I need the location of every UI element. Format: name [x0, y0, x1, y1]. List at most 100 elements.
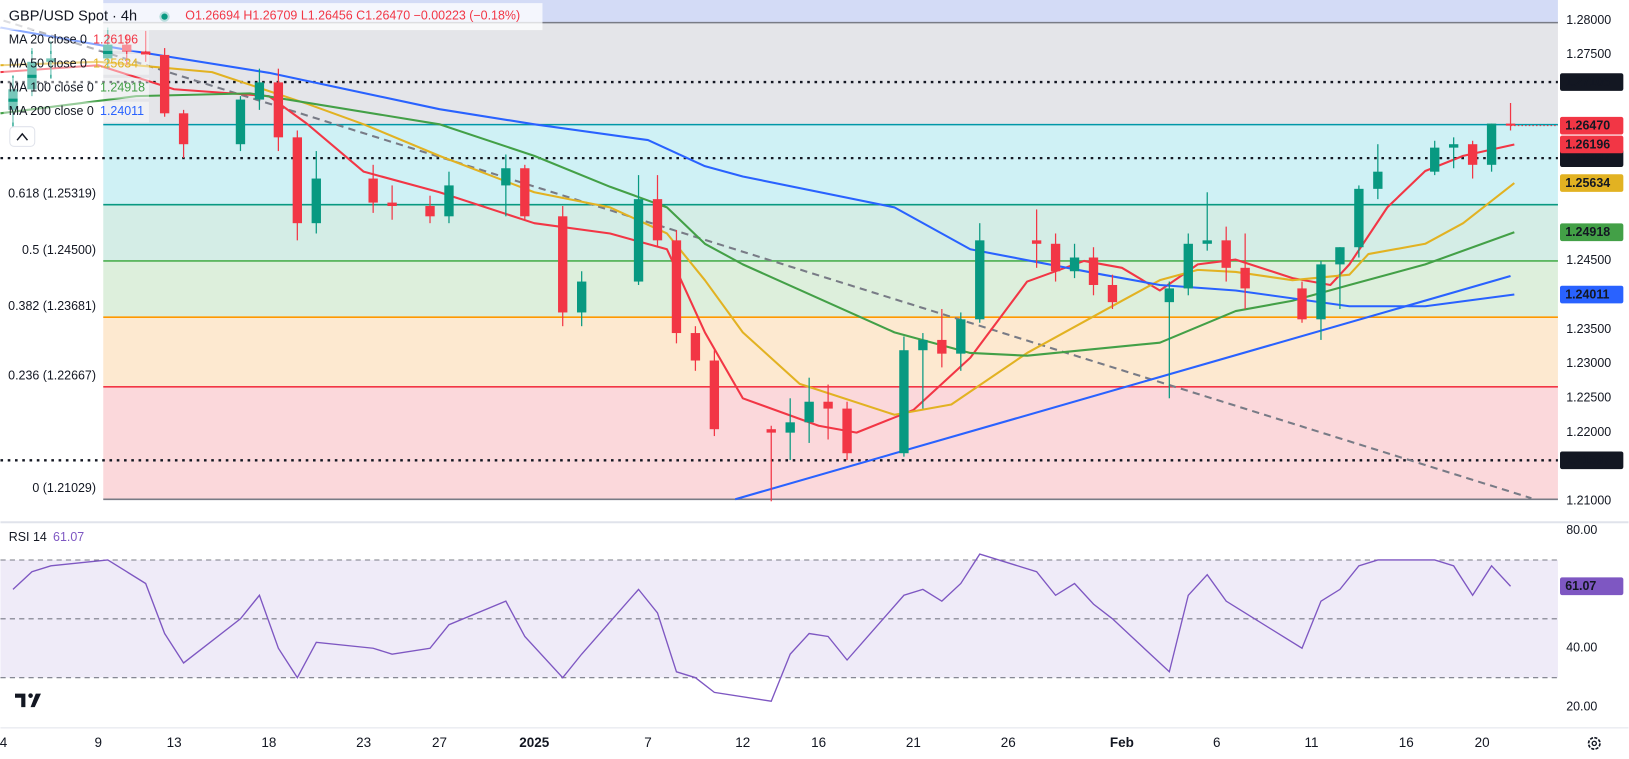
time-axis-label: 27 — [432, 735, 447, 750]
candle-body — [1088, 257, 1099, 285]
time-axis-label: 26 — [1001, 735, 1016, 750]
rsi-legend-title: RSI 14 — [9, 530, 47, 544]
moving-average-line — [0, 60, 1515, 416]
candle-body — [1467, 144, 1478, 165]
price-axis-label: 1.22000 — [1566, 425, 1611, 439]
candle-body — [1448, 144, 1459, 148]
ma-tag-background — [1560, 135, 1624, 154]
ma-tag: 1.26196 — [1565, 137, 1610, 151]
candle-body — [709, 360, 720, 430]
ma-legend-name: MA 50 close 0 — [9, 57, 87, 71]
candle-body — [520, 168, 530, 217]
ma-tag-background — [1560, 285, 1624, 304]
level-tag: 1.25997 — [1565, 151, 1610, 165]
last-price-tag: 1.26470 — [1565, 118, 1610, 132]
candle-body — [178, 113, 189, 145]
candle-body — [1316, 264, 1326, 320]
candle-body — [899, 350, 909, 454]
candle-body — [368, 178, 378, 203]
rsi-line — [12, 553, 1512, 702]
candle-body — [103, 44, 113, 59]
ma-legend-name: MA 20 close 0 — [9, 33, 87, 47]
time-axis-label: 13 — [167, 735, 182, 750]
fib-band — [103, 260, 1558, 318]
fib-level-label: 0.5 (1.24500) — [22, 243, 96, 257]
change-value: −0.00223 (−0.18%) — [414, 9, 521, 23]
rsi-legend[interactable]: RSI 14 61.07 — [9, 530, 84, 544]
candle-body — [804, 401, 814, 423]
candle-body — [633, 199, 644, 282]
ma-legend-background — [3, 30, 149, 51]
rsi-legend-value: 61.07 — [53, 530, 84, 544]
candle-body — [1240, 267, 1250, 289]
fib-band — [103, 124, 1558, 205]
ma-legend-value: 1.24918 — [100, 81, 145, 95]
candle-body — [1031, 240, 1042, 244]
price-axis-label: 1.27500 — [1566, 47, 1611, 61]
candle-body — [690, 333, 701, 361]
ma-legend-value: 1.25634 — [93, 57, 138, 71]
collapse-icon — [16, 132, 29, 141]
fib-level-label: 0.618 (1.25319) — [8, 187, 96, 201]
fib-band — [103, 317, 1558, 387]
candle-body — [1354, 188, 1364, 248]
candle-body — [823, 401, 833, 409]
price-axis-label: 1.23000 — [1566, 356, 1611, 370]
fib-level-label: 0.382 (1.23681) — [8, 299, 96, 313]
price-axis-label: 1.22500 — [1566, 391, 1611, 405]
collapse-legend-button[interactable] — [9, 126, 36, 147]
rsi-axis-label: 20.00 — [1566, 699, 1597, 713]
time-axis-label: 16 — [1399, 735, 1414, 750]
candle-body — [1486, 123, 1497, 165]
candle-body — [292, 137, 302, 224]
candle-body — [766, 429, 776, 433]
time-axis-label: 7 — [644, 735, 652, 750]
ma-legend-background — [3, 101, 149, 123]
price-axis-label: 1.21000 — [1566, 494, 1611, 508]
time-axis-label: 4 — [0, 735, 8, 750]
candle-body — [141, 51, 151, 55]
ma-legend-value: 1.24011 — [100, 104, 144, 118]
settings-button[interactable] — [1587, 736, 1601, 750]
candle-body — [311, 178, 321, 224]
ma-legend[interactable]: MA 50 close 0 1.25634 — [9, 57, 138, 71]
logo-part — [15, 693, 26, 708]
ma-legend-value: 1.26196 — [93, 33, 138, 47]
ma-legend-background — [3, 53, 149, 75]
candle-body — [235, 99, 246, 145]
time-axis-label: 18 — [261, 735, 276, 750]
ma-legend[interactable]: MA 20 close 0 1.26196 — [9, 33, 138, 47]
moving-average-line — [0, 26, 1515, 308]
ma-legend[interactable]: MA 200 close 0 1.24011 — [9, 104, 144, 118]
candle-body — [254, 82, 265, 100]
candle-body — [1373, 171, 1383, 189]
time-axis-label: 21 — [906, 735, 921, 750]
candle-body — [425, 206, 435, 217]
tradingview-logo[interactable] — [10, 683, 47, 719]
candle-body — [1164, 288, 1174, 303]
candle-body — [387, 202, 397, 207]
price-axis-label: 1.28000 — [1566, 13, 1611, 27]
level-tag-background — [1560, 73, 1624, 91]
ma-legend[interactable]: MA 100 close 0 1.24918 — [9, 81, 145, 95]
rsi-tag-background — [1560, 577, 1624, 596]
candle-body — [558, 216, 568, 313]
gear-center — [1591, 740, 1598, 747]
open-value: O1.26694 — [185, 9, 240, 23]
header-background — [0, 3, 543, 31]
ma-legend-name: MA 100 close 0 — [9, 81, 94, 95]
candle-body — [27, 61, 37, 90]
candle-body — [1183, 243, 1193, 289]
symbol-title[interactable]: GBP/USD Spot · 4h — [9, 8, 137, 24]
candle-body — [1202, 240, 1212, 244]
price-axis-label: 1.24500 — [1566, 253, 1611, 267]
fib-band — [103, 204, 1558, 261]
candle-body — [785, 422, 795, 433]
low-value: L1.26456 — [301, 9, 353, 23]
time-axis-label: 23 — [356, 735, 371, 750]
candle-body — [1069, 257, 1080, 272]
candle-body — [652, 199, 663, 241]
ma-tag: 1.25634 — [1565, 176, 1610, 190]
